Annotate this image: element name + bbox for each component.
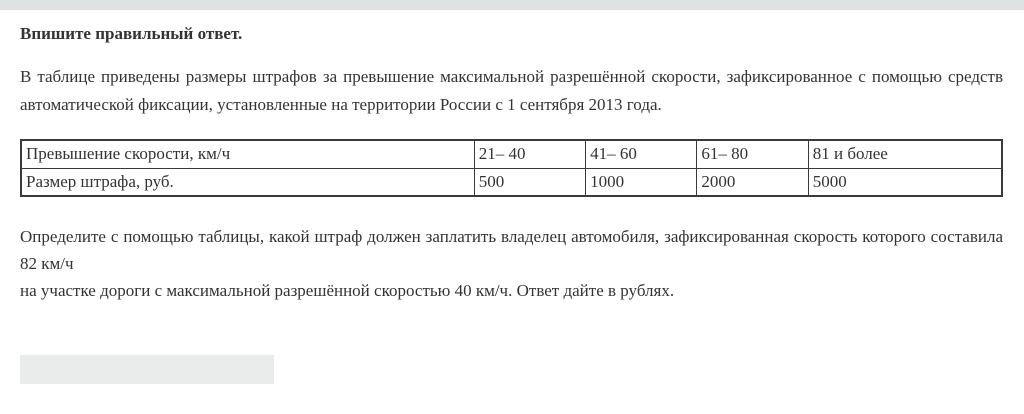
fine-value-cell: 5000 xyxy=(807,167,1003,197)
speed-range-cell: 21– 40 xyxy=(473,139,587,169)
question-intro-paragraph: В таблице приведены размеры штрафов за п… xyxy=(20,67,1003,114)
table-row-fine: Размер штрафа, руб. 500 1000 2000 5000 xyxy=(20,167,1003,197)
fine-value-cell: 500 xyxy=(473,167,587,197)
speed-range-cell: 41– 60 xyxy=(585,139,698,169)
speed-range-cell: 61– 80 xyxy=(696,139,809,169)
fine-value-cell: 2000 xyxy=(696,167,809,197)
row-label-fine: Размер штрафа, руб. xyxy=(20,167,475,197)
answer-input[interactable] xyxy=(20,355,274,384)
top-bar xyxy=(0,0,1024,10)
fines-table: Превышение скорости, км/ч 21– 40 41– 60 … xyxy=(20,139,1003,197)
table-row-speed: Превышение скорости, км/ч 21– 40 41– 60 … xyxy=(20,139,1003,169)
question-area: Впишите правильный ответ. В таблице прив… xyxy=(0,10,1024,384)
question-task-paragraph: Определите с помощью таблицы, какой штра… xyxy=(20,227,1003,300)
speed-range-cell: 81 и более xyxy=(807,139,1003,169)
question-heading: Впишите правильный ответ. xyxy=(20,24,243,43)
row-label-speed: Превышение скорости, км/ч xyxy=(20,139,475,169)
fine-value-cell: 1000 xyxy=(585,167,698,197)
